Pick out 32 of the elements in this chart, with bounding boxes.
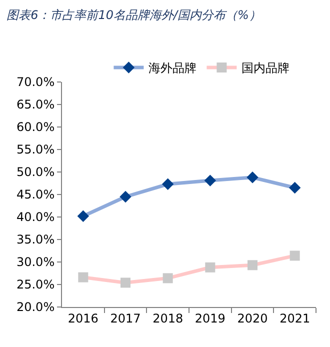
y-tick-label: 55.0% (16, 142, 55, 157)
y-tick-label: 70.0% (16, 75, 55, 90)
point (78, 272, 88, 282)
chart-title: 图表6：市占率前10名品牌海外/国内分布（%） (6, 8, 261, 22)
point (288, 182, 301, 194)
point (162, 178, 174, 190)
y-tick-label: 50.0% (16, 165, 55, 180)
y-tick-label: 45.0% (16, 188, 55, 202)
legend-label: 海外品牌 (148, 61, 197, 76)
x-tick-label: 2021 (280, 311, 310, 326)
y-tick-label: 40.0% (16, 210, 55, 224)
y-tick-label: 30.0% (16, 255, 55, 270)
x-tick-label: 2018 (152, 311, 184, 326)
legend-label: 国内品牌 (242, 61, 290, 76)
point (248, 260, 258, 270)
x-tick-label: 2020 (237, 311, 268, 326)
point (246, 172, 258, 184)
point (204, 174, 216, 186)
point (205, 262, 216, 272)
point (290, 250, 300, 261)
y-tick-label: 25.0% (16, 278, 55, 292)
point (77, 210, 90, 222)
point (162, 273, 173, 284)
x-tick-label: 2019 (194, 311, 226, 326)
x-tick-label: 2016 (68, 311, 98, 326)
point (120, 190, 132, 203)
y-tick-label: 20.0% (16, 300, 55, 314)
y-tick-label: 65.0% (16, 98, 55, 112)
y-tick-label: 60.0% (16, 120, 55, 134)
point (120, 278, 130, 288)
x-tick-label: 2017 (110, 311, 141, 326)
y-tick-label: 35.0% (16, 232, 55, 247)
